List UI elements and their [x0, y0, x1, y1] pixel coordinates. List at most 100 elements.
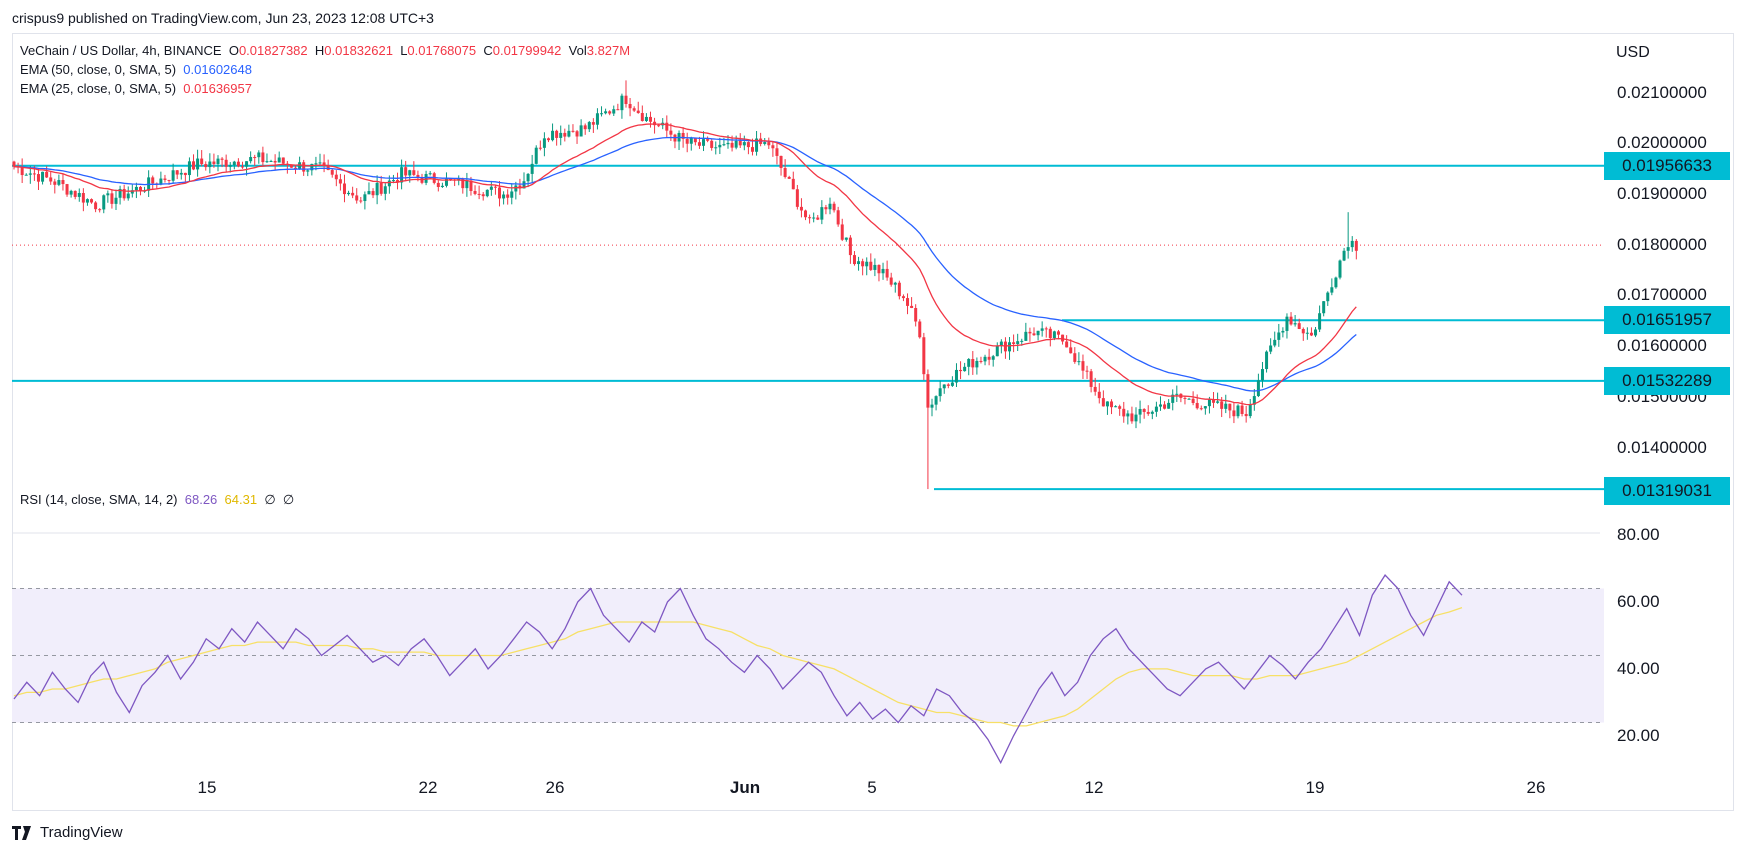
candle-body	[1322, 301, 1326, 314]
candle-body	[971, 359, 975, 368]
candle-body	[906, 298, 910, 306]
candle-body	[175, 170, 179, 175]
close-value: 0.01799942	[492, 43, 562, 58]
rsi-extra-2: ∅	[282, 492, 295, 507]
candle-body	[249, 157, 253, 162]
candle-body	[771, 145, 775, 149]
candle-body	[224, 159, 228, 167]
candle-body	[449, 178, 453, 180]
candle-body	[273, 161, 277, 163]
candle-body	[351, 192, 355, 196]
candle-body	[1187, 398, 1191, 400]
candle-body	[681, 132, 685, 139]
candle-body	[950, 382, 954, 386]
candle-body	[502, 194, 506, 199]
candle-body	[852, 255, 856, 265]
tradingview-logo[interactable]: TradingView	[12, 824, 123, 841]
candle-body	[1346, 247, 1350, 251]
candle-body	[485, 189, 489, 197]
candle-body	[1126, 413, 1130, 417]
time-tick: 12	[1084, 778, 1104, 797]
price-tick: 0.01600000	[1617, 336, 1707, 355]
candle-body	[387, 180, 391, 187]
candle-body	[1110, 401, 1114, 408]
symbol-title[interactable]: VeChain / US Dollar, 4h, BINANCE	[20, 43, 222, 58]
candle-body	[604, 111, 608, 114]
candle-body	[412, 170, 416, 175]
candle-body	[114, 197, 118, 204]
candle-body	[657, 125, 661, 127]
candle-body	[1293, 323, 1297, 325]
candle-body	[918, 321, 922, 338]
rsi-sma-line	[13, 606, 1463, 727]
candle-body	[812, 217, 816, 219]
candle-body	[20, 167, 24, 176]
candle-body	[804, 210, 808, 218]
candle-body	[424, 174, 428, 183]
candle-body	[1122, 408, 1126, 417]
candle-body	[967, 359, 971, 367]
tradingview-logo-icon	[12, 825, 31, 840]
ema50-legend[interactable]: EMA (50, close, 0, SMA, 5) 0.01602648	[20, 62, 252, 77]
candle-body	[734, 140, 738, 148]
candle-body	[767, 142, 771, 146]
candle-body	[375, 182, 379, 196]
candle-body	[359, 200, 363, 202]
candle-body	[12, 161, 16, 167]
candle-body	[1163, 404, 1167, 409]
candle-body	[1191, 398, 1195, 403]
candle-body	[322, 162, 326, 167]
candle-body	[1114, 406, 1118, 408]
candle-body	[257, 152, 261, 158]
candle-body	[1252, 396, 1256, 405]
candle-body	[795, 189, 799, 207]
candle-body	[750, 147, 754, 152]
candle-body	[408, 170, 412, 176]
candle-body	[1142, 408, 1146, 412]
candle-body	[192, 161, 196, 170]
ema50-line	[14, 136, 1357, 392]
candle-body	[236, 161, 240, 167]
candle-body	[848, 237, 852, 256]
candle-body	[110, 193, 114, 204]
ema25-legend[interactable]: EMA (25, close, 0, SMA, 5) 0.01636957	[20, 81, 252, 96]
candle-body	[832, 203, 836, 211]
candle-body	[126, 193, 130, 199]
candle-body	[620, 95, 624, 111]
close-label: C	[483, 43, 493, 58]
low-value: 0.01768075	[407, 43, 477, 58]
candle-body	[1101, 398, 1105, 407]
candle-body	[1269, 345, 1273, 352]
rsi-tick: 40.00	[1617, 659, 1660, 678]
rsi-tick: 60.00	[1617, 592, 1660, 611]
candle-body	[1281, 330, 1285, 333]
candle-body	[1350, 240, 1354, 248]
candle-body	[1158, 404, 1162, 407]
candle-body	[1318, 313, 1322, 330]
candle-body	[334, 174, 338, 180]
candle-body	[1118, 406, 1122, 409]
candle-body	[836, 210, 840, 225]
candle-body	[1228, 403, 1232, 411]
candle-body	[383, 186, 387, 194]
candle-body	[755, 138, 759, 152]
candle-body	[240, 166, 244, 168]
candle-body	[1085, 370, 1089, 372]
candle-body	[995, 345, 999, 357]
candle-body	[685, 138, 689, 144]
candle-body	[1105, 401, 1109, 407]
candle-body	[204, 164, 208, 168]
price-tick: 0.01400000	[1617, 438, 1707, 457]
rsi-legend[interactable]: RSI (14, close, SMA, 14, 2) 68.26 64.31 …	[20, 492, 294, 508]
candle-body	[404, 167, 408, 176]
symbol-legend: VeChain / US Dollar, 4h, BINANCE O0.0182…	[20, 43, 630, 58]
candle-body	[1028, 331, 1032, 334]
candle-body	[1224, 403, 1228, 409]
candle-body	[400, 167, 404, 183]
candle-body	[69, 190, 73, 195]
candle-body	[1097, 391, 1101, 399]
candle-body	[444, 178, 448, 186]
candle-body	[1342, 250, 1346, 261]
candle-body	[1069, 347, 1073, 354]
